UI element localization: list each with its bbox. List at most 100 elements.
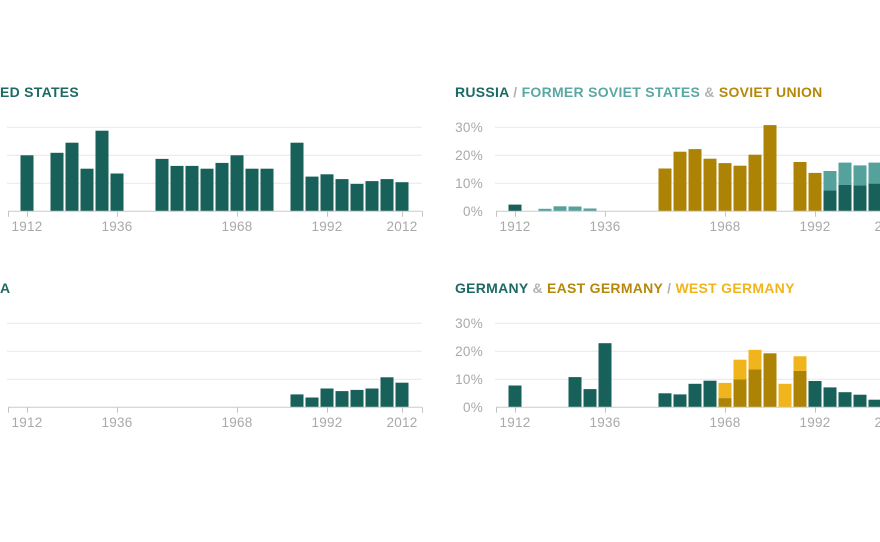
bar-segment-china-1988 [305, 397, 319, 408]
x-axis-label-1968: 1968 [221, 415, 252, 430]
bar-segment-united-states-2008 [380, 179, 394, 212]
bar-segment-china-2012 [395, 382, 409, 408]
x-axis-label-2012: 2012 [386, 219, 417, 234]
chart-title-china: A [0, 281, 10, 296]
bar-segment-east-germany-1980 [763, 353, 777, 408]
bar-segment-soviet-union-1964 [703, 158, 717, 212]
chart-panel-russia-soviet: RUSSIA / FORMER SOVIET STATES & SOVIET U… [440, 85, 880, 261]
bar-segment-united-states-1964 [215, 162, 229, 212]
bar-segment-west-germany-1988 [793, 356, 807, 371]
bar-segment-russia-1912 [508, 204, 522, 212]
bar-segment-united-states-2004 [365, 181, 379, 212]
bar-segment-united-states-1984 [290, 142, 304, 212]
y-axis-label-20: 20% [455, 344, 483, 359]
bar-segment-former-soviet-states-2008 [868, 162, 880, 184]
bar-segment-germany-1960 [688, 383, 702, 408]
bar-segment-soviet-union-1968 [718, 163, 732, 212]
y-axis-label-10: 10% [455, 372, 483, 387]
x-axis-label-2012: 2012 [874, 415, 880, 430]
bar-segment-east-germany-1972 [733, 379, 747, 408]
chart-plot-russia-soviet: 0% 10% 20% 30% 1912 1936 1968 1992 2012 [455, 120, 880, 234]
title-segment: / [662, 280, 676, 296]
bar-segment-west-germany-1968 [718, 382, 732, 398]
x-axis-label-1992: 1992 [799, 415, 830, 430]
bar-segment-germany-1932 [583, 389, 597, 408]
bar-segment-united-states-1992 [320, 174, 334, 212]
y-axis-label-0: 0% [463, 400, 483, 415]
bar-segment-soviet-union-1960 [688, 149, 702, 212]
bar-segment-west-germany-1972 [733, 359, 747, 380]
bar-segment-united-states-1976 [260, 168, 274, 212]
bar-segment-germany-2004 [853, 394, 867, 408]
x-axis-label-1912: 1912 [499, 415, 530, 430]
x-axis-label-1968: 1968 [221, 219, 252, 234]
y-axis-label-20: 20% [455, 148, 483, 163]
chart-title-germany: GERMANY & EAST GERMANY / WEST GERMANY [455, 281, 795, 296]
bar-segment-former-soviet-states-2004 [853, 165, 867, 186]
bar-segment-soviet-union-1988 [793, 162, 807, 212]
bar-segment-germany-1912 [508, 385, 522, 408]
bar-segment-soviet-union-1980 [763, 125, 777, 212]
bar-segment-china-1992 [320, 388, 334, 408]
bar-segment-former-soviet-states-1932 [583, 208, 597, 212]
x-axis-label-1992: 1992 [311, 415, 342, 430]
title-segment: / [509, 84, 522, 100]
title-segment: WEST GERMANY [675, 280, 795, 296]
bar-segment-soviet-union-1972 [733, 165, 747, 212]
y-axis-label-0: 0% [463, 204, 483, 219]
bar-segment-germany-1956 [673, 394, 687, 408]
title-segment: & [700, 84, 719, 100]
x-axis-label-1968: 1968 [709, 415, 740, 430]
bar-segment-united-states-1960 [200, 168, 214, 212]
bar-segment-china-1984 [290, 394, 304, 408]
bar-segment-united-states-1968 [230, 155, 244, 212]
bar-segment-germany-1928 [568, 377, 582, 408]
bar-segment-east-germany-1976 [748, 369, 762, 408]
x-axis-label-1992: 1992 [799, 219, 830, 234]
bar-segment-soviet-union-1976 [748, 154, 762, 212]
x-axis-label-1968: 1968 [709, 219, 740, 234]
bar-segment-united-states-1932 [95, 130, 109, 212]
bar-segment-russia-2008 [868, 183, 880, 212]
bar-segment-soviet-union-1952 [658, 168, 672, 212]
bar-segment-united-states-1956 [185, 165, 199, 212]
bar-segment-germany-2000 [838, 392, 852, 408]
bar-segment-united-states-1936 [110, 173, 124, 212]
bar-segment-germany-1996 [823, 387, 837, 408]
bar-segment-east-germany-1968 [718, 398, 732, 408]
bar-segment-china-2004 [365, 388, 379, 408]
y-axis-label-30: 30% [455, 120, 483, 135]
bar-segment-east-germany-1988 [793, 370, 807, 408]
bar-segment-germany-1992 [808, 381, 822, 408]
bar-segment-germany-2008 [868, 399, 880, 408]
x-axis-label-1936: 1936 [101, 219, 132, 234]
x-axis-label-1912: 1912 [11, 415, 42, 430]
title-segment: & [528, 280, 548, 296]
bar-segment-germany-1936 [598, 343, 612, 408]
chart-title-united-states: ED STATES [0, 85, 79, 100]
bar-segment-former-soviet-states-1928 [568, 206, 582, 212]
bar-segment-united-states-1924 [65, 142, 79, 212]
bar-segment-united-states-1952 [170, 165, 184, 212]
bar-segment-united-states-1912 [20, 155, 34, 212]
bar-segment-west-germany-1976 [748, 349, 762, 370]
bar-segment-former-soviet-states-1920 [538, 208, 552, 212]
x-axis-label-1936: 1936 [589, 219, 620, 234]
bar-segment-soviet-union-1956 [673, 151, 687, 212]
x-axis-label-1912: 1912 [499, 219, 530, 234]
bar-segment-united-states-1948 [155, 158, 169, 212]
x-axis-label-1936: 1936 [589, 415, 620, 430]
bar-segment-united-states-1996 [335, 179, 349, 212]
y-axis-label-10: 10% [455, 176, 483, 191]
bar-segment-germany-1964 [703, 380, 717, 408]
title-segment: ED STATES [0, 84, 80, 100]
bar-segment-russia-2000 [838, 184, 852, 212]
bar-segment-china-2000 [350, 389, 364, 408]
chart-title-russia-soviet: RUSSIA / FORMER SOVIET STATES & SOVIET U… [455, 85, 823, 100]
bar-segment-germany-1952 [658, 393, 672, 408]
bar-segment-former-soviet-states-1996 [823, 171, 837, 191]
title-segment: RUSSIA [455, 84, 510, 100]
